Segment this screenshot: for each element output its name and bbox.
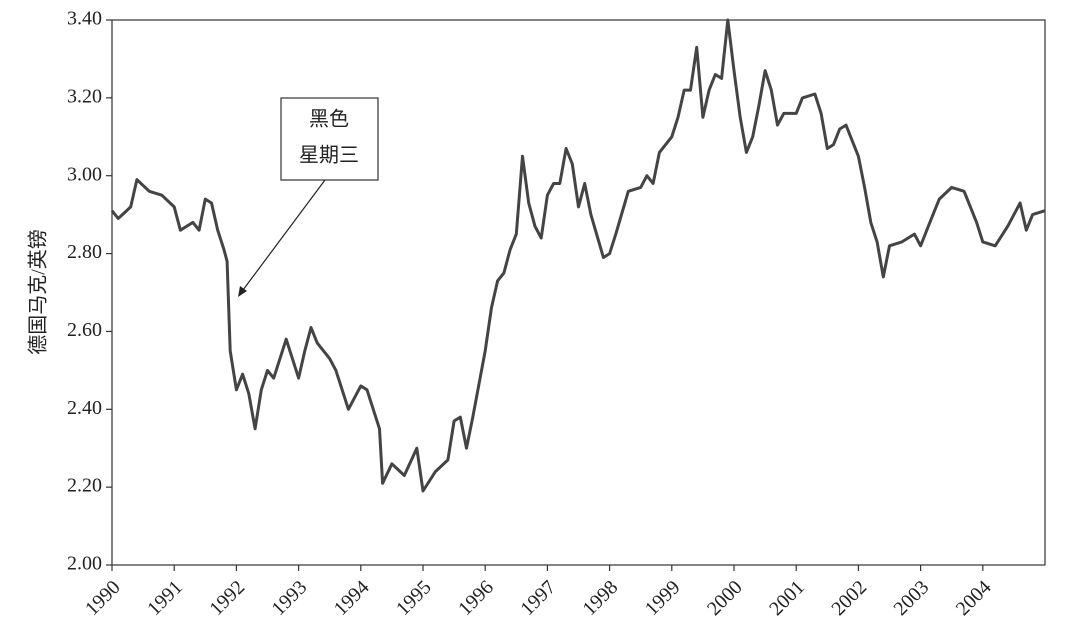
annotation-arrow	[239, 179, 326, 295]
data-line	[110, 18, 1046, 493]
y-tick-label: 2.00	[67, 553, 102, 575]
x-tick-label: 1998	[579, 576, 623, 620]
x-tick-label: 1997	[516, 576, 560, 620]
x-tick-label: 1990	[81, 576, 125, 620]
x-tick-label: 2002	[827, 576, 871, 620]
y-tick-label: 2.40	[67, 397, 102, 419]
x-tick-label: 1995	[392, 576, 436, 620]
annotation-box	[280, 97, 379, 181]
x-tick-label: 1993	[268, 576, 312, 620]
y-tick-label: 2.80	[67, 241, 102, 263]
y-tick-label: 3.20	[67, 85, 102, 107]
y-tick-label: 3.00	[67, 163, 102, 185]
y-axis-label: 德国马克/英镑	[27, 229, 50, 355]
x-tick-label: 1999	[641, 576, 685, 620]
plot-frame	[111, 19, 1046, 566]
y-tick-label: 2.20	[67, 475, 102, 497]
x-tick-label: 2001	[765, 576, 809, 620]
x-tick-label: 1994	[330, 576, 374, 620]
x-tick-label: 2003	[890, 576, 934, 620]
x-tick-label: 1991	[143, 576, 187, 620]
arrow-head	[238, 286, 247, 297]
y-tick-label: 2.60	[67, 319, 102, 341]
x-tick-label: 1996	[454, 576, 498, 620]
x-tick-label: 2004	[952, 576, 996, 620]
x-tick-label: 2000	[703, 576, 747, 620]
annotation-text: 黑色	[309, 108, 349, 131]
y-tick-label: 3.40	[67, 8, 102, 30]
annotation-text: 星期三	[299, 145, 359, 167]
x-tick-label: 1992	[205, 576, 249, 620]
